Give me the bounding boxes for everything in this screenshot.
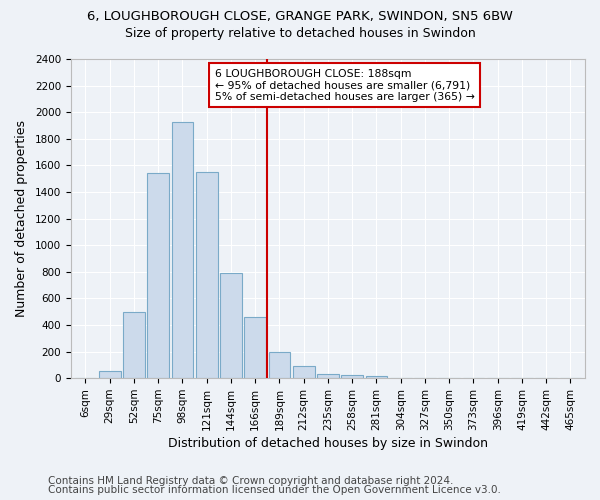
Text: Contains public sector information licensed under the Open Government Licence v3: Contains public sector information licen… bbox=[48, 485, 501, 495]
Bar bbox=[196, 172, 218, 378]
Bar bbox=[244, 317, 266, 378]
Bar bbox=[341, 375, 363, 378]
Bar bbox=[365, 376, 388, 378]
X-axis label: Distribution of detached houses by size in Swindon: Distribution of detached houses by size … bbox=[168, 437, 488, 450]
Text: Contains HM Land Registry data © Crown copyright and database right 2024.: Contains HM Land Registry data © Crown c… bbox=[48, 476, 454, 486]
Bar bbox=[269, 352, 290, 378]
Bar bbox=[99, 371, 121, 378]
Bar bbox=[293, 366, 314, 378]
Text: 6, LOUGHBOROUGH CLOSE, GRANGE PARK, SWINDON, SN5 6BW: 6, LOUGHBOROUGH CLOSE, GRANGE PARK, SWIN… bbox=[87, 10, 513, 23]
Bar bbox=[172, 122, 193, 378]
Bar bbox=[220, 273, 242, 378]
Bar bbox=[148, 174, 169, 378]
Bar bbox=[123, 312, 145, 378]
Y-axis label: Number of detached properties: Number of detached properties bbox=[15, 120, 28, 317]
Bar bbox=[317, 374, 339, 378]
Text: Size of property relative to detached houses in Swindon: Size of property relative to detached ho… bbox=[125, 28, 475, 40]
Text: 6 LOUGHBOROUGH CLOSE: 188sqm
← 95% of detached houses are smaller (6,791)
5% of : 6 LOUGHBOROUGH CLOSE: 188sqm ← 95% of de… bbox=[215, 68, 475, 102]
